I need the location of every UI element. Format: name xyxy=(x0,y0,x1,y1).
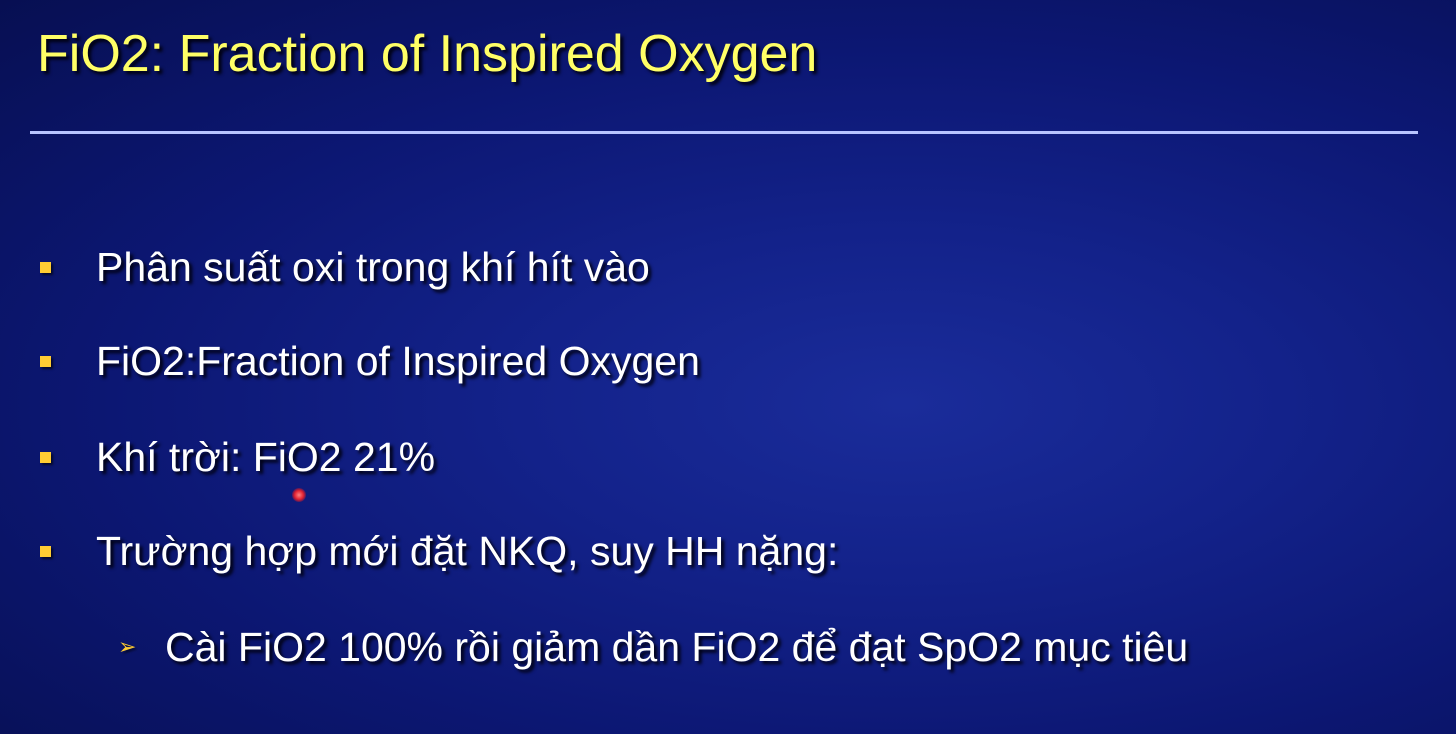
bullet-text: Khí trời: FiO2 21% xyxy=(96,434,436,480)
square-bullet-icon xyxy=(40,546,51,557)
bullet-item: Trường hợp mới đặt NKQ, suy HH nặng: xyxy=(0,526,1456,576)
bullet-item: Phân suất oxi trong khí hít vào xyxy=(0,242,1456,292)
title-divider xyxy=(30,131,1418,134)
laser-pointer-icon xyxy=(292,488,306,502)
square-bullet-icon xyxy=(40,356,51,367)
bullet-text: Phân suất oxi trong khí hít vào xyxy=(96,244,650,290)
bullet-item: FiO2:Fraction of Inspired Oxygen xyxy=(0,336,1456,386)
square-bullet-icon xyxy=(40,262,51,273)
slide-title: FiO2: Fraction of Inspired Oxygen xyxy=(37,25,818,83)
square-bullet-icon xyxy=(40,452,51,463)
sub-bullet-item: ➢ Cài FiO2 100% rồi giảm dần FiO2 để đạt… xyxy=(0,622,1456,672)
bullet-item: Khí trời: FiO2 21% xyxy=(0,432,1456,482)
bullet-text: Trường hợp mới đặt NKQ, suy HH nặng: xyxy=(96,528,839,574)
arrow-bullet-icon: ➢ xyxy=(118,634,137,659)
bullet-text: FiO2:Fraction of Inspired Oxygen xyxy=(96,338,700,384)
sub-bullet-text: Cài FiO2 100% rồi giảm dần FiO2 để đạt S… xyxy=(165,624,1189,670)
